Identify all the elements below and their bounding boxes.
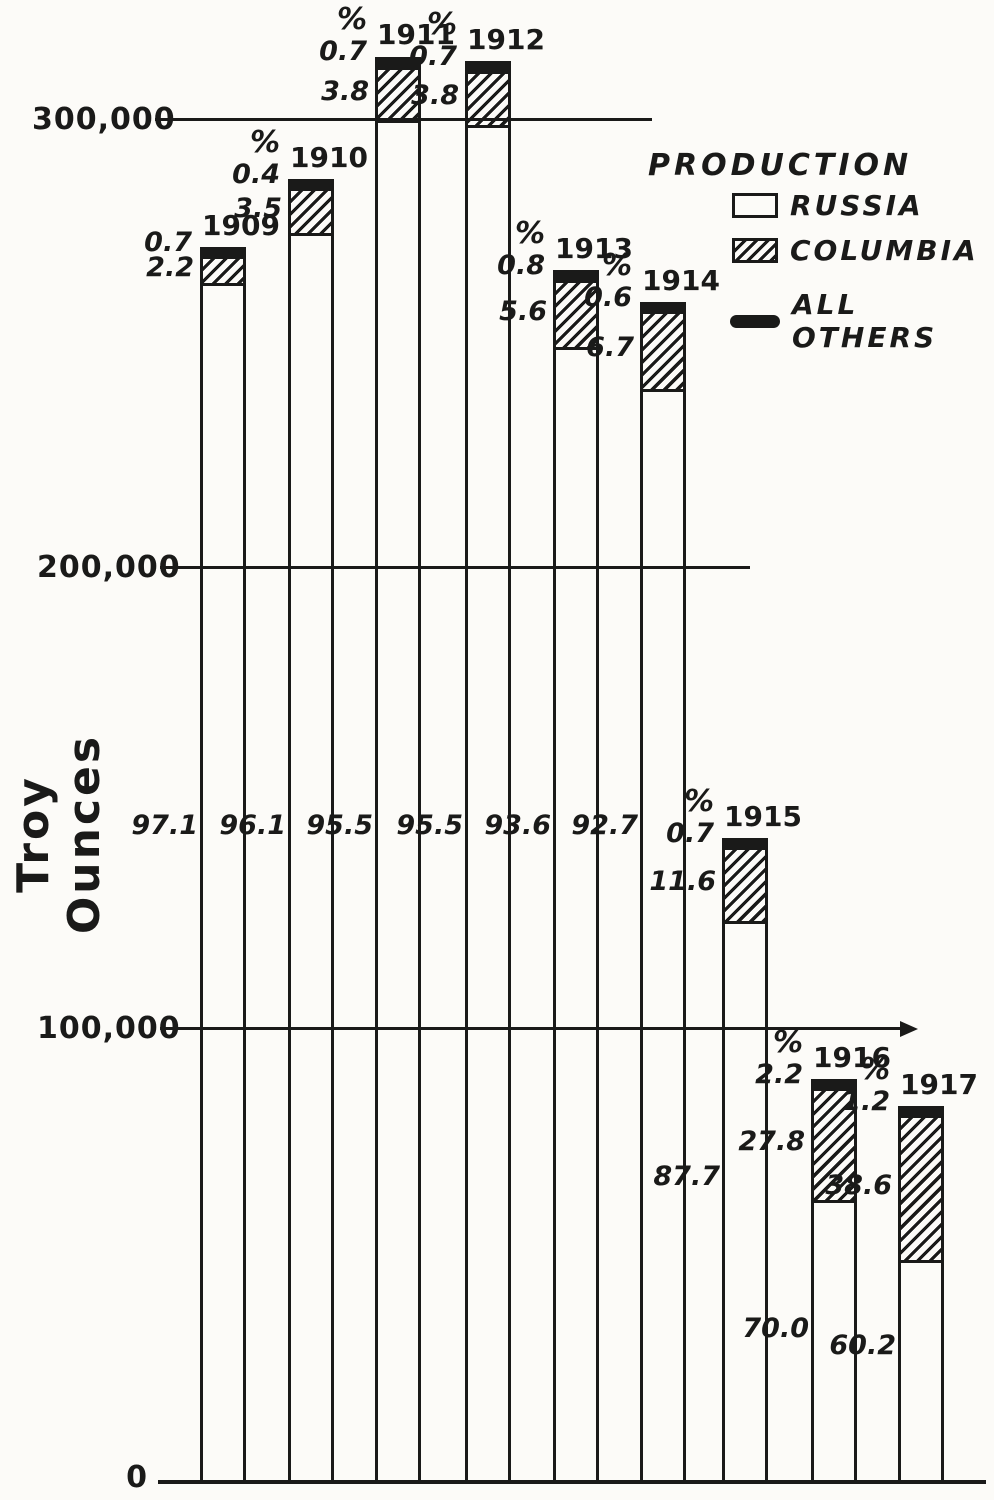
label-percent-sign-1913: %	[514, 216, 545, 251]
label-percent-sign-1916: %	[772, 1025, 803, 1060]
bar-1915-all-others-segment	[725, 840, 765, 850]
bar-1912-all-others-segment	[468, 64, 508, 74]
bar-1915	[722, 837, 768, 1483]
bar-1916-columbia-segment	[814, 1090, 854, 1203]
legend-label-all-others: ALL OTHERS	[792, 288, 938, 354]
bar-1910-russia-segment	[291, 236, 331, 1480]
bar-1915-russia-segment	[725, 924, 765, 1480]
gridline-200000	[160, 566, 750, 569]
bar-1914-russia-segment	[643, 392, 683, 1480]
label-year-1912: 1912	[467, 23, 545, 56]
legend-label-russia: RUSSIA	[790, 189, 924, 222]
y-tick-300000: 300,000	[32, 102, 176, 137]
russia-swatch-icon	[732, 193, 778, 218]
bar-1910-columbia-segment	[291, 191, 331, 237]
label-1916-all-others-pct: 2.2	[755, 1059, 803, 1090]
bar-1917-columbia-segment	[901, 1117, 941, 1263]
label-year-1910: 1910	[290, 141, 368, 174]
axis-arrow-icon	[900, 1021, 918, 1037]
label-1914-russia-pct: 92.7	[571, 810, 638, 841]
label-percent-sign-1910: %	[249, 125, 280, 160]
label-year-1914: 1914	[642, 264, 720, 297]
label-year-1909: 1909	[202, 209, 280, 242]
label-year-1915: 1915	[724, 800, 802, 833]
bar-1917	[898, 1105, 944, 1483]
y-tick-100000: 100,000	[37, 1011, 181, 1046]
bar-1913-all-others-segment	[556, 273, 596, 283]
bar-1909-columbia-segment	[203, 259, 243, 286]
bar-1913-russia-segment	[556, 350, 596, 1480]
legend-item-russia: RUSSIA	[732, 189, 924, 222]
bar-1916-all-others-segment	[814, 1081, 854, 1091]
bar-1911-russia-segment	[378, 123, 418, 1480]
legend-item-columbia: COLUMBIA	[732, 234, 979, 267]
x-axis-baseline	[158, 1480, 986, 1484]
label-percent-sign-1915: %	[683, 784, 714, 819]
legend-item-all-others: ALL OTHERS	[730, 288, 937, 354]
label-1910-all-others-pct: 0.4	[232, 159, 280, 190]
label-1909-russia-pct: 97.1	[131, 810, 198, 841]
label-1917-russia-pct: 60.2	[829, 1330, 896, 1361]
bar-1914-columbia-segment	[643, 313, 683, 393]
label-1915-all-others-pct: 0.7	[666, 818, 714, 849]
bar-1913	[553, 270, 599, 1483]
bar-1910-all-others-segment	[291, 182, 331, 192]
label-percent-sign-1912: %	[426, 7, 457, 42]
bar-1909-all-others-segment	[203, 250, 243, 260]
bar-1916	[811, 1078, 857, 1483]
legend: PRODUCTION RUSSIA COLUMBIA ALL OTHERS	[648, 148, 976, 354]
label-1910-columbia-pct: 3.5	[234, 193, 282, 224]
bar-1914	[640, 301, 686, 1483]
label-1913-columbia-pct: 5.6	[499, 296, 547, 327]
legend-title: PRODUCTION	[648, 148, 913, 183]
bar-1916-russia-segment	[814, 1203, 854, 1480]
label-1916-columbia-pct: 27.8	[738, 1126, 805, 1157]
bar-1910	[288, 179, 334, 1483]
label-1913-all-others-pct: 0.8	[497, 250, 545, 281]
bar-1912-russia-segment	[468, 128, 508, 1481]
label-1911-columbia-pct: 3.8	[321, 76, 369, 107]
label-percent-sign-1917: %	[859, 1052, 890, 1087]
y-tick-0: 0	[126, 1460, 148, 1495]
bar-1914-all-others-segment	[643, 304, 683, 314]
label-percent-sign-1914: %	[601, 248, 632, 283]
y-axis-title: Troy Ounces	[8, 733, 110, 935]
label-1916-russia-pct: 70.0	[742, 1313, 809, 1344]
bar-1909-russia-segment	[203, 286, 243, 1480]
gridline-100000	[160, 1027, 902, 1030]
label-percent-sign-1911: %	[336, 2, 367, 37]
columbia-swatch-icon	[732, 238, 778, 263]
label-1909-columbia-pct: 2.2	[146, 252, 194, 283]
bar-1909	[200, 247, 246, 1483]
label-1915-columbia-pct: 11.6	[649, 866, 716, 897]
label-year-1917: 1917	[900, 1068, 978, 1101]
label-1911-all-others-pct: 0.7	[319, 36, 367, 67]
bar-1917-all-others-segment	[901, 1108, 941, 1118]
legend-label-columbia: COLUMBIA	[790, 234, 979, 267]
bar-1915-columbia-segment	[725, 849, 765, 925]
bar-1912	[465, 61, 511, 1483]
all-others-swatch-icon	[730, 314, 780, 328]
bar-1911-all-others-segment	[378, 59, 418, 70]
label-year-1911: 1911	[377, 18, 455, 51]
label-1910-russia-pct: 96.1	[219, 810, 286, 841]
label-1909-all-others-pct: 0.7	[144, 227, 192, 258]
y-tick-200000: 200,000	[37, 550, 181, 585]
bar-1911-columbia-segment	[378, 69, 418, 124]
label-year-1916: 1916	[813, 1041, 891, 1074]
label-1913-russia-pct: 93.6	[484, 810, 551, 841]
label-1912-russia-pct: 95.5	[396, 810, 463, 841]
bar-1912-columbia-segment	[468, 74, 508, 128]
label-1911-russia-pct: 95.5	[306, 810, 373, 841]
label-1915-russia-pct: 87.7	[653, 1161, 720, 1192]
bar-1913-columbia-segment	[556, 282, 596, 351]
bar-1911	[375, 56, 421, 1483]
label-year-1913: 1913	[555, 232, 633, 265]
bar-1917-russia-segment	[901, 1263, 941, 1480]
